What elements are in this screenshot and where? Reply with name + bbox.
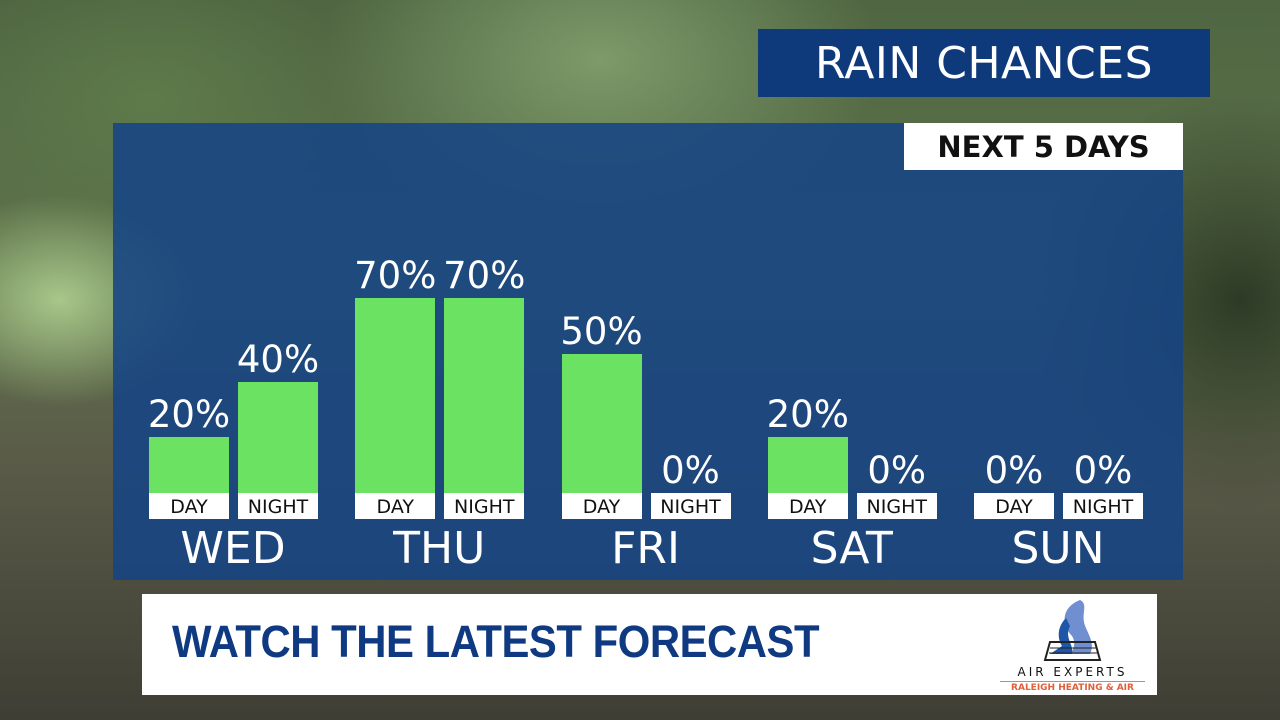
sponsor-name: AIR EXPERTS [1017,665,1128,679]
category-label: FRI [611,523,680,574]
data-label: 50% [560,310,643,353]
data-label: 20% [766,393,849,437]
period-label: NIGHT [444,493,525,519]
period-label: NIGHT [650,493,731,519]
data-label: 0% [984,449,1044,492]
bar-thu-night [444,298,525,493]
period-label: DAY [561,493,642,519]
data-label: 20% [147,393,231,437]
chart-subtitle: NEXT 5 DAYS [904,123,1183,170]
period-label: DAY [149,493,229,519]
category-label: SUN [1011,523,1105,574]
sponsor-tagline: RALEIGH HEATING & AIR [1000,681,1145,693]
category-label: THU [393,523,486,574]
data-label: 0% [867,449,927,492]
flame-icon [1043,600,1102,661]
category-label: SAT [810,523,893,574]
data-label: 70% [443,254,526,298]
category-label: WED [180,523,286,574]
watch-forecast-link[interactable]: WATCH THE LATEST FORECAST [172,616,820,667]
period-label: DAY [355,493,436,519]
chart-title: RAIN CHANCES [758,29,1210,97]
bar-thu-day [355,298,436,493]
sponsor-logo: AIR EXPERTS RALEIGH HEATING & AIR [1000,598,1145,693]
data-label: 0% [1073,449,1133,492]
data-label: 40% [236,337,320,381]
period-label: NIGHT [856,493,937,519]
forecast-banner[interactable]: WATCH THE LATEST FORECAST AIR EXPERTS RA… [142,594,1157,695]
period-label: DAY [767,493,848,519]
period-label: DAY [974,493,1054,519]
data-label: 70% [354,254,437,298]
bar-wed-night [238,381,318,493]
data-label: 0% [661,449,720,492]
bar-sat-day [767,437,848,493]
period-label: NIGHT [1063,493,1143,519]
bar-fri-day [561,354,642,493]
period-label: NIGHT [238,493,318,519]
bar-wed-day [149,437,229,493]
